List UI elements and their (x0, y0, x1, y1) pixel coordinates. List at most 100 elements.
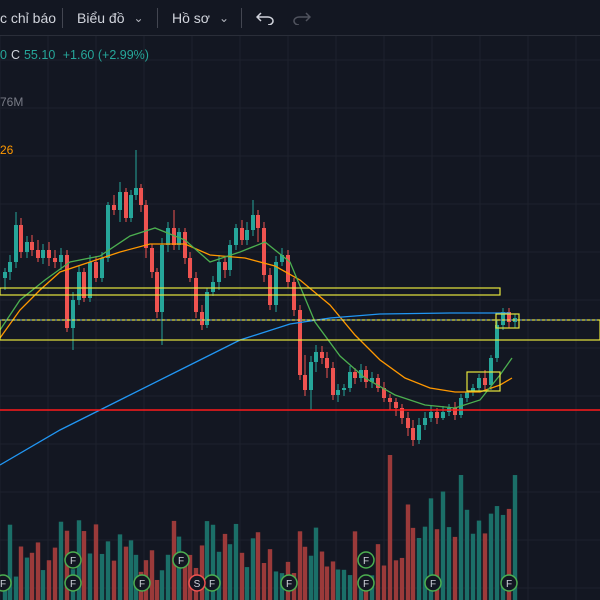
candle-body (211, 282, 215, 292)
toolbar-divider (241, 8, 242, 28)
event-marker-f-label: F (70, 579, 76, 590)
volume-bar (159, 570, 165, 600)
candle-body (106, 205, 110, 258)
volume-bar (233, 523, 239, 600)
candle-body (251, 215, 255, 230)
volume-bar (428, 498, 434, 600)
volume-bar (335, 569, 341, 600)
candle-body (59, 255, 63, 262)
volume-bar (93, 524, 99, 600)
event-marker-f-label: F (139, 579, 145, 590)
indicators-menu[interactable]: c chỉ báo (0, 0, 56, 36)
volume-bar (500, 514, 506, 600)
close-value: 55.10 (23, 48, 56, 62)
candle-body (41, 250, 45, 258)
candle-body (336, 390, 340, 395)
candle-body (150, 248, 154, 272)
candle-body (245, 230, 249, 240)
event-marker-f (64, 551, 82, 569)
candle-body (14, 225, 18, 262)
candle-body (394, 402, 398, 408)
redo-button[interactable] (288, 0, 316, 36)
candle-body (325, 358, 329, 368)
candle-body (507, 312, 511, 322)
volume-bar (123, 546, 129, 600)
volume-bar (273, 571, 279, 600)
candle-body (25, 242, 29, 252)
candle-body (435, 412, 439, 418)
profile-menu[interactable]: Hồ sơ ⌄ (172, 0, 229, 36)
volume-bar (416, 537, 422, 600)
candle-body (82, 272, 86, 298)
event-marker-f-label: F (286, 579, 292, 590)
candle-body (71, 300, 75, 328)
candle-body (483, 378, 487, 385)
volume-bar (410, 527, 416, 600)
zone-box (495, 313, 520, 329)
volume-bar (58, 521, 64, 600)
candle-body (471, 388, 475, 392)
event-marker-f-label: F (178, 556, 184, 567)
event-marker-f (172, 551, 190, 569)
volume-bar (330, 561, 336, 600)
volume-bar (393, 560, 399, 600)
candle-body (217, 262, 221, 282)
candle-body (280, 255, 284, 262)
zone-box (466, 371, 501, 392)
candle-body (268, 275, 272, 305)
volume-bar (341, 569, 347, 600)
candle-body (112, 205, 116, 210)
volume-bar (422, 526, 428, 600)
candle-body (406, 418, 410, 428)
candle-body (423, 418, 427, 425)
candle-body (30, 242, 34, 250)
candle-body (129, 195, 133, 218)
candle-body (274, 262, 278, 305)
volume-bar (464, 509, 470, 600)
candle-body (309, 362, 313, 390)
candle-body (292, 282, 296, 310)
candle-body (501, 312, 505, 325)
candle-body (353, 372, 357, 378)
candle-body (314, 352, 318, 362)
volume-bar (488, 513, 494, 600)
undo-button[interactable] (251, 0, 279, 36)
candle-body (94, 262, 98, 278)
volume-bar (440, 491, 446, 600)
volume-bar (18, 546, 24, 600)
candle-body (382, 388, 386, 398)
toolbar-divider (62, 8, 63, 28)
candle-body (223, 262, 227, 270)
price-chart[interactable]: F F F F F F F FF F FS (0, 36, 600, 600)
volume-bar (128, 540, 134, 600)
candle-body (200, 312, 204, 325)
candle-body (172, 228, 176, 245)
volume-bar (239, 552, 245, 600)
candle-body (8, 262, 12, 272)
candle-body (400, 408, 404, 418)
volume-bar (458, 475, 464, 600)
volume-bar (352, 531, 358, 600)
volume-bar (117, 534, 123, 600)
volume-bar (308, 555, 314, 600)
event-marker-s-label: S (194, 579, 201, 590)
candle-body (19, 225, 23, 252)
ma-fast-line (0, 227, 513, 409)
volume-bar (105, 541, 111, 600)
chart-menu[interactable]: Biểu đồ ⌄ (77, 0, 144, 36)
volume-bar (222, 533, 228, 600)
open-value: 0 (0, 48, 7, 62)
candle-body (411, 428, 415, 440)
candle-body (160, 245, 164, 312)
top-toolbar: c chỉ báo Biểu đồ ⌄ Hồ sơ ⌄ (0, 0, 600, 36)
candle-body (139, 188, 143, 205)
volume-bar (297, 531, 303, 600)
volume-bar (324, 566, 330, 600)
indicators-label: c chỉ báo (0, 10, 57, 26)
volume-bar (446, 527, 452, 600)
volume-bar (227, 544, 233, 600)
undo-icon (256, 12, 274, 25)
volume-bar (210, 524, 216, 600)
candle-body (495, 325, 499, 358)
